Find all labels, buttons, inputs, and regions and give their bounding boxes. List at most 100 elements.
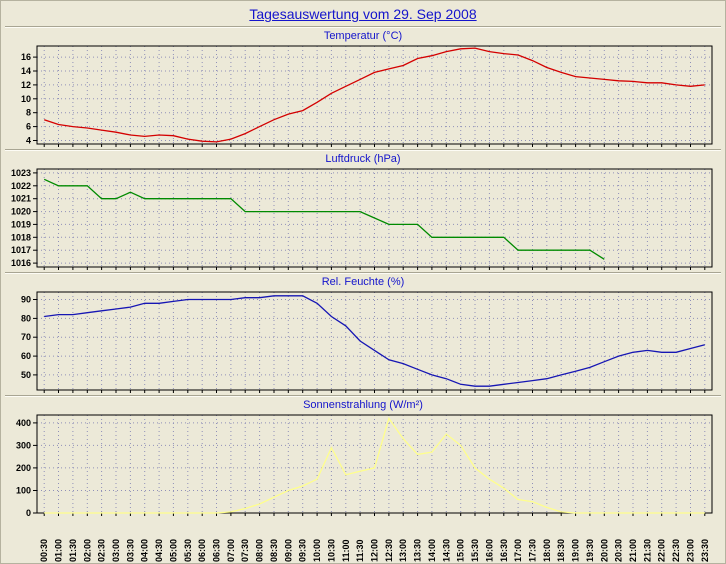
svg-text:1017: 1017 <box>11 245 31 255</box>
radiation-panel: Sonnenstrahlung (W/m²) 0 100 200 300 400 <box>5 399 721 516</box>
svg-text:10:00: 10:00 <box>312 539 322 562</box>
svg-text:14:30: 14:30 <box>441 539 451 562</box>
svg-text:8: 8 <box>26 108 31 118</box>
temperatur-line <box>43 47 705 143</box>
svg-text:02:00: 02:00 <box>82 539 92 562</box>
svg-text:18:30: 18:30 <box>556 539 566 562</box>
sonnenstrahlung-line <box>44 416 705 514</box>
svg-text:16:00: 16:00 <box>484 539 494 562</box>
x-axis-labels: 00:30 01:00 01:30 02:00 02:30 03:00 03:30 04:00… <box>39 539 710 562</box>
svg-text:80: 80 <box>21 313 31 323</box>
svg-text:01:00: 01:00 <box>54 539 64 562</box>
grid-lines <box>37 46 712 144</box>
svg-text:03:00: 03:00 <box>111 539 121 562</box>
svg-text:90: 90 <box>21 295 31 305</box>
humidity-chart-title: Rel. Feuchte (%) <box>321 276 405 288</box>
page-title: Tagesauswertung vom 29. Sep 2008 <box>249 6 477 22</box>
plot-frame <box>36 168 713 268</box>
y-axis-labels: 0 100 200 300 400 <box>16 418 31 516</box>
y-axis-labels: 50 60 70 80 90 <box>21 295 31 380</box>
svg-text:1016: 1016 <box>11 258 31 268</box>
svg-text:11:30: 11:30 <box>355 539 365 562</box>
svg-text:12:30: 12:30 <box>384 539 394 562</box>
panel-divider <box>5 26 721 28</box>
svg-text:01:30: 01:30 <box>68 539 78 562</box>
svg-text:00:30: 00:30 <box>39 539 49 562</box>
pressure-chart-title: Luftdruck (hPa) <box>325 153 401 165</box>
y-axis-labels: 4 6 8 10 12 14 16 <box>21 52 31 145</box>
svg-text:14:00: 14:00 <box>427 539 437 562</box>
svg-text:08:30: 08:30 <box>269 539 279 562</box>
svg-text:02:30: 02:30 <box>97 539 107 562</box>
svg-text:13:00: 13:00 <box>398 539 408 562</box>
svg-text:6: 6 <box>26 122 31 132</box>
svg-text:11:00: 11:00 <box>341 539 351 562</box>
svg-text:16: 16 <box>21 52 31 62</box>
svg-text:300: 300 <box>16 440 31 450</box>
plot-frame <box>36 414 713 514</box>
temperature-panel: Temperatur (°C) 4 6 8 10 12 14 16 <box>5 30 721 147</box>
svg-text:22:30: 22:30 <box>671 539 681 562</box>
svg-text:05:00: 05:00 <box>168 539 178 562</box>
humidity-chart: 50 60 70 80 90 <box>21 291 713 393</box>
svg-text:07:30: 07:30 <box>240 539 250 562</box>
svg-text:04:00: 04:00 <box>140 539 150 562</box>
svg-text:06:30: 06:30 <box>212 539 222 562</box>
svg-text:19:30: 19:30 <box>585 539 595 562</box>
plot-frame <box>36 45 713 145</box>
svg-text:13:30: 13:30 <box>413 539 423 562</box>
svg-text:15:30: 15:30 <box>470 539 480 562</box>
x-axis-label-group: 00:30 01:00 01:30 02:00 02:30 03:00 03:30 04:00… <box>39 539 710 562</box>
panel-divider <box>5 272 721 274</box>
svg-text:1023: 1023 <box>11 168 31 178</box>
svg-text:10: 10 <box>21 94 31 104</box>
svg-text:100: 100 <box>16 486 31 496</box>
svg-text:1020: 1020 <box>11 207 31 217</box>
svg-text:70: 70 <box>21 332 31 342</box>
svg-text:08:00: 08:00 <box>255 539 265 562</box>
svg-text:16:30: 16:30 <box>499 539 509 562</box>
svg-text:09:00: 09:00 <box>283 539 293 562</box>
svg-text:23:00: 23:00 <box>686 539 696 562</box>
svg-text:04:30: 04:30 <box>154 539 164 562</box>
svg-text:20:30: 20:30 <box>614 539 624 562</box>
radiation-chart-title: Sonnenstrahlung (W/m²) <box>303 399 423 411</box>
svg-text:18:00: 18:00 <box>542 539 552 562</box>
temperature-chart-title: Temperatur (°C) <box>323 30 403 42</box>
svg-text:200: 200 <box>16 463 31 473</box>
svg-text:07:00: 07:00 <box>226 539 236 562</box>
y-axis-labels: 1016 1017 1018 1019 1020 1021 1022 1023 <box>11 168 31 268</box>
svg-text:1019: 1019 <box>11 219 31 229</box>
luftdruck-line <box>43 178 605 260</box>
svg-text:06:00: 06:00 <box>197 539 207 562</box>
svg-text:10:30: 10:30 <box>326 539 336 562</box>
svg-text:60: 60 <box>21 351 31 361</box>
svg-text:21:00: 21:00 <box>628 539 638 562</box>
rel-feuchte-line <box>44 295 705 387</box>
radiation-chart: 0 100 200 300 400 <box>16 414 713 516</box>
svg-text:12: 12 <box>21 80 31 90</box>
panel-divider <box>5 149 721 151</box>
svg-text:0: 0 <box>26 508 31 516</box>
svg-text:12:00: 12:00 <box>370 539 380 562</box>
svg-text:1018: 1018 <box>11 232 31 242</box>
temperature-chart: 4 6 8 10 12 14 16 <box>21 45 713 147</box>
grid-lines <box>37 292 712 390</box>
svg-text:23:30: 23:30 <box>700 539 710 562</box>
svg-text:15:00: 15:00 <box>456 539 466 562</box>
humidity-panel: Rel. Feuchte (%) 50 60 70 80 90 <box>5 276 721 393</box>
svg-text:400: 400 <box>16 418 31 428</box>
svg-text:50: 50 <box>21 370 31 380</box>
svg-text:4: 4 <box>26 136 31 146</box>
svg-text:19:00: 19:00 <box>571 539 581 562</box>
pressure-chart: 1016 1017 1018 1019 1020 1021 1022 1023 <box>11 168 713 270</box>
plot-frame <box>36 291 713 391</box>
svg-text:20:00: 20:00 <box>599 539 609 562</box>
svg-text:1022: 1022 <box>11 181 31 191</box>
svg-text:09:30: 09:30 <box>298 539 308 562</box>
grid-lines <box>37 415 712 514</box>
svg-text:22:00: 22:00 <box>657 539 667 562</box>
svg-text:21:30: 21:30 <box>642 539 652 562</box>
panel-divider <box>5 395 721 397</box>
